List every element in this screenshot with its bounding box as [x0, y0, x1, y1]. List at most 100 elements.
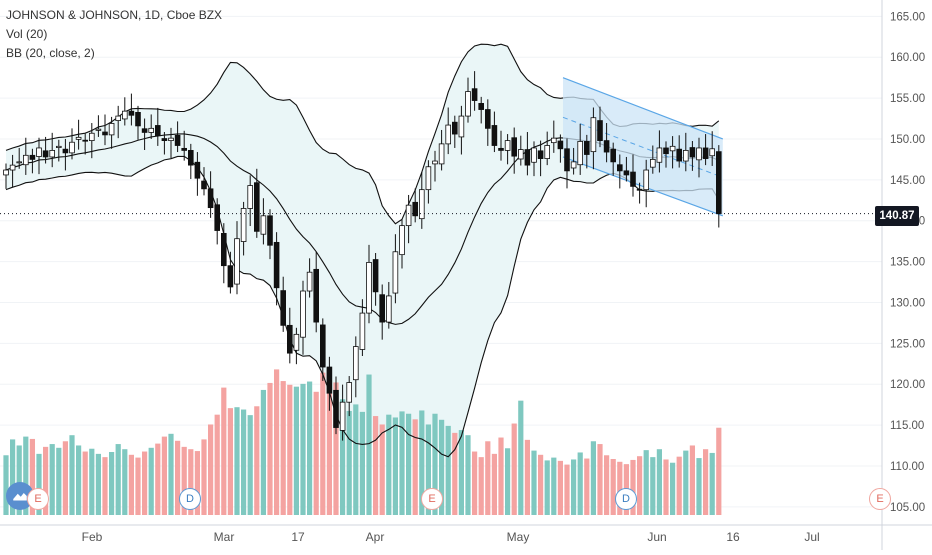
y-tick-label: 120.00	[890, 379, 925, 391]
volume-bar	[656, 449, 662, 515]
volume-bar	[386, 414, 392, 515]
x-tick-label: 16	[726, 530, 740, 544]
volume-bar	[584, 458, 590, 515]
volume-bar	[392, 417, 398, 515]
candle-body	[22, 154, 29, 166]
volume-bar	[637, 456, 643, 515]
volume-bar	[188, 449, 194, 515]
volume-bar	[326, 369, 332, 515]
volume-bar	[62, 441, 68, 515]
x-tick-label: Jul	[804, 530, 819, 544]
volume-bar	[49, 444, 55, 515]
earnings-marker[interactable]: E	[869, 488, 891, 510]
volume-bar	[643, 450, 649, 515]
volume-bar	[175, 440, 181, 515]
volume-bar	[465, 435, 471, 515]
candle-body	[570, 161, 577, 169]
candle-body	[82, 139, 89, 142]
candle-body	[75, 136, 82, 140]
candle-body	[260, 215, 267, 235]
volume-bar	[340, 399, 346, 515]
candle-body	[326, 366, 333, 394]
dividend-marker[interactable]: D	[179, 488, 201, 510]
candle-body	[418, 189, 425, 220]
candle-body	[154, 125, 161, 137]
candle-body	[478, 103, 484, 110]
trend-channel-mid	[562, 116, 723, 178]
candle-body	[617, 164, 623, 172]
volume-bar	[254, 406, 260, 515]
candle-body	[524, 149, 531, 166]
candle-body	[392, 251, 399, 294]
candle-body	[42, 150, 49, 158]
candle-body	[49, 150, 55, 158]
volume-bar	[353, 404, 359, 515]
volume-bar	[267, 382, 273, 515]
x-tick-label: Jun	[647, 530, 666, 544]
candle-body	[247, 185, 254, 209]
volume-bar	[10, 439, 16, 515]
volume-indicator-label[interactable]: Vol (20)	[6, 27, 48, 41]
volume-bar	[551, 457, 557, 515]
candle-body	[584, 141, 590, 155]
candle-body	[29, 154, 36, 160]
candle-body	[141, 128, 148, 133]
volume-bar	[333, 382, 339, 515]
volume-bar	[683, 450, 689, 515]
volume-bar	[221, 387, 227, 515]
bollinger-lower-line	[5, 155, 720, 458]
volume-bar	[16, 445, 22, 515]
volume-bar	[498, 437, 504, 515]
candle-body	[432, 160, 438, 165]
volume-bar	[670, 462, 676, 515]
candle-body	[511, 137, 517, 157]
chart-legend: JOHNSON & JOHNSON, 1D, Cboe BZX Vol (20)…	[6, 6, 222, 63]
bollinger-indicator-label[interactable]: BB (20, close, 2)	[6, 46, 95, 60]
candle-body	[603, 140, 610, 153]
volume-bar	[399, 411, 405, 515]
candle-body	[504, 140, 511, 151]
candle-body	[16, 161, 22, 164]
candle-body	[551, 137, 557, 144]
candle-body	[214, 204, 221, 231]
candle-body	[366, 262, 372, 314]
volume-bar	[538, 454, 544, 515]
candle-body	[590, 117, 597, 153]
x-tick-label: Mar	[214, 530, 235, 544]
candle-body	[339, 401, 346, 431]
candle-body	[174, 134, 181, 146]
candle-body	[3, 169, 9, 176]
trend-channel-upper	[562, 77, 724, 140]
candle-body	[300, 290, 306, 338]
candle-body	[451, 121, 458, 135]
candle-body	[425, 166, 432, 191]
candle-body	[62, 148, 69, 154]
candle-body	[399, 225, 405, 256]
volume-bar	[366, 374, 372, 515]
tradingview-cloud-icon	[13, 493, 27, 501]
x-tick-label: 17	[291, 530, 305, 544]
volume-bar	[234, 407, 240, 515]
candle-body	[597, 120, 603, 142]
candle-body	[412, 201, 418, 217]
volume-bar	[36, 453, 42, 515]
volume-bar	[201, 439, 207, 515]
candle-body	[161, 138, 168, 142]
candle-body	[385, 295, 392, 323]
symbol-title[interactable]: JOHNSON & JOHNSON, 1D, Cboe BZX	[6, 8, 223, 22]
volume-bar	[82, 451, 88, 515]
earnings-marker[interactable]: E	[27, 488, 49, 510]
dividend-marker[interactable]: D	[615, 488, 637, 510]
x-tick-label: Apr	[366, 530, 385, 544]
volume-bar	[148, 447, 154, 515]
volume-bar	[29, 438, 35, 515]
volume-bar	[610, 459, 616, 515]
candle-body	[471, 88, 478, 101]
earnings-marker[interactable]: E	[421, 488, 443, 510]
volume-bar	[214, 414, 220, 515]
volume-bar	[313, 391, 319, 515]
volume-bar	[709, 452, 715, 515]
candle-body	[518, 149, 524, 160]
